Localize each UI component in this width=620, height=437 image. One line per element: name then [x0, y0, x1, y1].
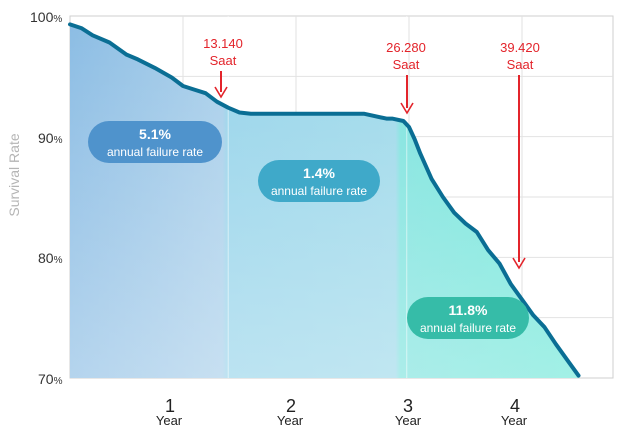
x-tick-4-unit: Year — [501, 413, 528, 428]
annotation-arrowhead — [512, 257, 526, 270]
x-tick-3: 3 — [403, 396, 413, 416]
y-axis-ticks: 100% 90% 80% 70% — [30, 9, 63, 387]
x-tick-2: 2 — [286, 396, 296, 416]
y-axis-label: Survival Rate — [6, 133, 22, 216]
y-tick-70: 70% — [38, 371, 63, 387]
annotation-unit: Saat — [210, 53, 237, 68]
badge-background — [88, 121, 222, 163]
badge-background — [407, 297, 529, 339]
badge-rate: 1.4% — [303, 165, 335, 181]
x-tick-1-unit: Year — [156, 413, 183, 428]
x-tick-4: 4 — [510, 396, 520, 416]
y-tick-80: 80% — [38, 250, 63, 266]
badge-background — [258, 160, 380, 202]
annotation-value: 13.140 — [203, 36, 243, 51]
annotation-unit: Saat — [393, 57, 420, 72]
badge-caption: annual failure rate — [420, 321, 516, 335]
annotation-arrowhead — [400, 102, 414, 115]
x-tick-1: 1 — [165, 396, 175, 416]
badge-caption: annual failure rate — [271, 184, 367, 198]
annotation-13140: 13.140 Saat — [203, 36, 243, 99]
annotation-value: 26.280 — [386, 40, 426, 55]
badge-rate: 11.8% — [449, 302, 488, 318]
x-axis-ticks: 1 Year 2 Year 3 Year 4 Year — [156, 396, 528, 428]
badge-region-3: 11.8% annual failure rate — [407, 297, 529, 339]
y-tick-90: 90% — [38, 130, 63, 146]
badge-rate: 5.1% — [139, 126, 171, 142]
badge-region-1: 5.1% annual failure rate — [88, 121, 222, 163]
x-tick-3-unit: Year — [395, 413, 422, 428]
annotation-value: 39.420 — [500, 40, 540, 55]
x-tick-2-unit: Year — [277, 413, 304, 428]
annotation-26280: 26.280 Saat — [386, 40, 426, 115]
annotation-arrowhead — [214, 86, 228, 99]
badge-region-2: 1.4% annual failure rate — [258, 160, 380, 202]
annotation-unit: Saat — [507, 57, 534, 72]
badge-caption: annual failure rate — [107, 145, 203, 159]
y-tick-100: 100% — [30, 9, 62, 25]
survival-line — [68, 22, 581, 378]
annotation-39420: 39.420 Saat — [500, 40, 540, 270]
